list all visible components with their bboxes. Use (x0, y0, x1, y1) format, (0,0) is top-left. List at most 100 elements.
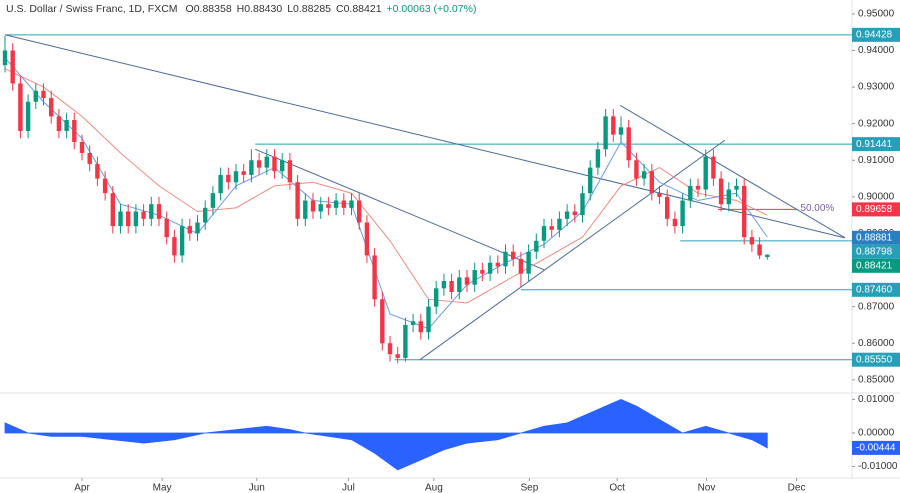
y-tick-label: 0.92000 (858, 118, 895, 129)
ohlc-value: H0.88430 (237, 3, 283, 15)
candle-body (588, 167, 593, 194)
candle-body (102, 178, 108, 194)
trendline (255, 148, 545, 271)
candle-body (434, 288, 439, 307)
candle-body (64, 120, 69, 131)
candle-body (410, 321, 416, 325)
moving-average (4, 57, 768, 330)
ohlc-value: L0.88285 (287, 3, 331, 15)
candle-body (226, 174, 231, 183)
x-tick-label: Nov (698, 483, 716, 493)
y-tick-label: 0.93000 (858, 82, 895, 93)
candle-body (95, 163, 100, 179)
candle-body (249, 160, 254, 175)
candle-body (749, 237, 755, 245)
candle-body (156, 204, 162, 219)
price-label: 0.85550 (856, 354, 893, 365)
ohlc-value: +0.00063 (+0.07%) (387, 3, 477, 15)
candle-body (657, 193, 662, 197)
candle-body (18, 83, 23, 131)
candle-body (41, 90, 46, 99)
price-label: 0.87460 (856, 284, 893, 295)
candle-body (649, 171, 655, 194)
candle-body (595, 149, 601, 168)
trendline (4, 34, 846, 239)
candle-body (418, 321, 424, 333)
candle-body (487, 262, 493, 274)
price-label: 0.89658 (856, 204, 893, 215)
candle-body (518, 259, 524, 274)
candle-body (387, 343, 393, 355)
candle-body (310, 200, 316, 212)
candle-body (295, 182, 300, 219)
price-label-box (852, 230, 900, 245)
candle-body (734, 185, 739, 190)
candle-body (241, 171, 246, 175)
candle-body (2, 50, 8, 66)
price-label-box (852, 258, 900, 273)
candle-body (718, 178, 724, 205)
candle-body (110, 193, 116, 227)
candle-body (203, 207, 208, 223)
candle-body (233, 171, 239, 183)
y-tick-label: 0.86000 (858, 338, 895, 349)
candle-body (372, 255, 377, 300)
candle-body (326, 204, 331, 208)
candle-body (742, 185, 747, 238)
candle-body (280, 160, 285, 172)
price-label-box (852, 244, 900, 259)
y-tick-label: 0.91000 (858, 155, 895, 166)
candle-body (187, 226, 193, 234)
ohlc-value: C0.88421 (336, 3, 382, 15)
candle-body (672, 218, 678, 227)
candle-body (303, 200, 308, 219)
candle-body (272, 156, 277, 172)
x-tick-label: May (153, 483, 172, 493)
candle-body (688, 185, 693, 201)
candle-body (457, 277, 462, 293)
candle-body (149, 204, 154, 219)
candle-body (256, 160, 262, 168)
candle-body (480, 270, 485, 274)
price-label-box (852, 202, 900, 217)
candle-body (680, 200, 685, 227)
candle-body (618, 127, 624, 135)
candle-body (572, 211, 578, 216)
price-label: -0.00444 (856, 443, 896, 454)
candle-body (449, 281, 454, 293)
x-tick-label: Apr (74, 483, 90, 493)
y-tick-label: 0.01000 (858, 394, 895, 405)
candle-body (172, 237, 177, 256)
candle-body (56, 116, 62, 131)
candle-body (195, 222, 200, 234)
price-label: 0.91441 (856, 139, 893, 150)
candle-body (626, 127, 631, 161)
candle-body (79, 141, 85, 153)
candle-body (695, 185, 701, 190)
y-tick-label: 0.94000 (858, 45, 895, 56)
candle-body (665, 196, 670, 219)
moving-average (4, 68, 768, 304)
annotation: 50.00% (800, 203, 834, 214)
x-tick-label: Oct (609, 483, 625, 493)
x-tick-label: Sep (520, 483, 538, 493)
price-label: 0.94428 (856, 29, 893, 40)
candle-body (757, 244, 762, 256)
candle-body (541, 226, 547, 241)
candle-body (464, 277, 470, 285)
candle-body (557, 218, 562, 230)
price-label-box (852, 27, 900, 42)
candle-body (141, 211, 146, 219)
candle-body (87, 152, 92, 164)
candle-body (395, 354, 400, 358)
x-tick-label: Jun (249, 483, 265, 493)
x-tick-label: Dec (788, 483, 806, 493)
candle-body (318, 204, 323, 212)
oscillator-area (4, 398, 768, 471)
candle-body (580, 193, 585, 216)
candle-body (711, 156, 716, 179)
candle-body (603, 116, 608, 150)
candle-body (10, 50, 15, 84)
